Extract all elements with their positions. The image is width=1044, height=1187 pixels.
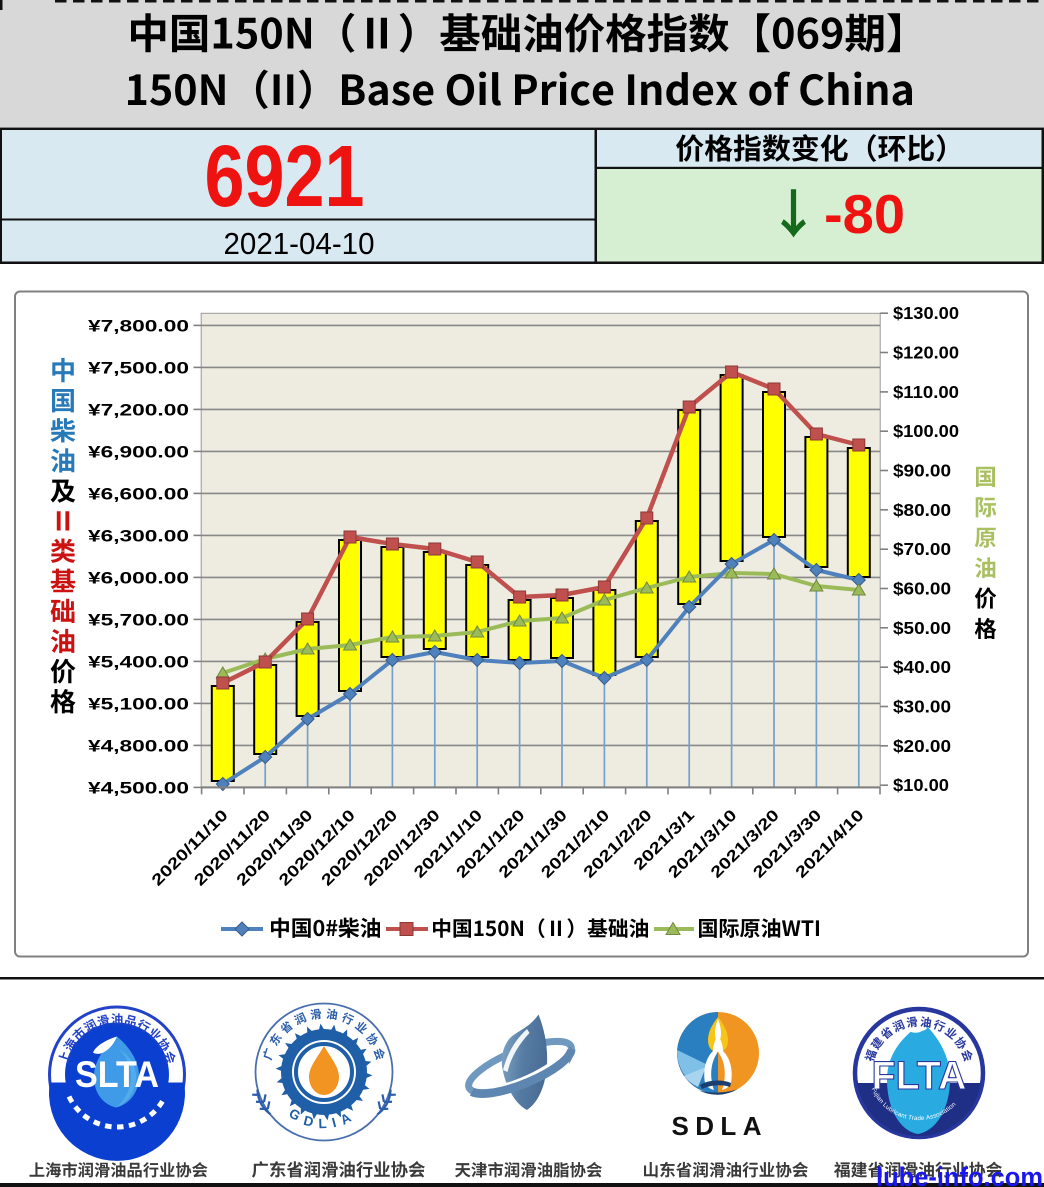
svg-text:$70.00: $70.00 [893,539,951,559]
svg-text:¥4,500.00: ¥4,500.00 [88,778,189,797]
svg-text:2021-04-10: 2021-04-10 [224,226,375,261]
svg-text:$20.00: $20.00 [893,736,951,756]
svg-text:¥6,600.00: ¥6,600.00 [88,484,189,503]
svg-text:SDLA: SDLA [672,1111,769,1141]
svg-text:$110.00: $110.00 [893,382,959,402]
svg-text:$50.00: $50.00 [893,618,951,638]
svg-text:¥6,000.00: ¥6,000.00 [88,568,189,587]
svg-text:lube-info.com: lube-info.com [876,1162,1043,1187]
svg-text:$30.00: $30.00 [893,697,951,717]
svg-text:¥4,800.00: ¥4,800.00 [88,736,189,755]
svg-text:¥5,700.00: ¥5,700.00 [88,610,189,629]
svg-text:$80.00: $80.00 [893,500,951,520]
svg-text:¥6,900.00: ¥6,900.00 [88,442,189,461]
svg-text:$40.00: $40.00 [893,657,951,677]
svg-text:FLTA: FLTA [872,1054,967,1098]
svg-text:¥6,300.00: ¥6,300.00 [88,526,189,545]
svg-text:$10.00: $10.00 [893,775,949,795]
svg-text:6921: 6921 [205,128,365,225]
svg-text:SLTA: SLTA [75,1054,159,1095]
svg-text:$120.00: $120.00 [893,343,959,363]
svg-text:¥5,100.00: ¥5,100.00 [88,694,189,713]
svg-text:$90.00: $90.00 [893,461,951,481]
svg-text:¥7,800.00: ¥7,800.00 [88,316,189,335]
svg-text:¥7,200.00: ¥7,200.00 [88,400,189,419]
svg-text:$100.00: $100.00 [893,421,959,441]
svg-text:¥5,400.00: ¥5,400.00 [88,652,189,671]
svg-text:-80: -80 [824,183,905,245]
svg-text:¥7,500.00: ¥7,500.00 [88,358,189,377]
svg-text:$130.00: $130.00 [893,303,959,323]
svg-text:$60.00: $60.00 [893,579,951,599]
